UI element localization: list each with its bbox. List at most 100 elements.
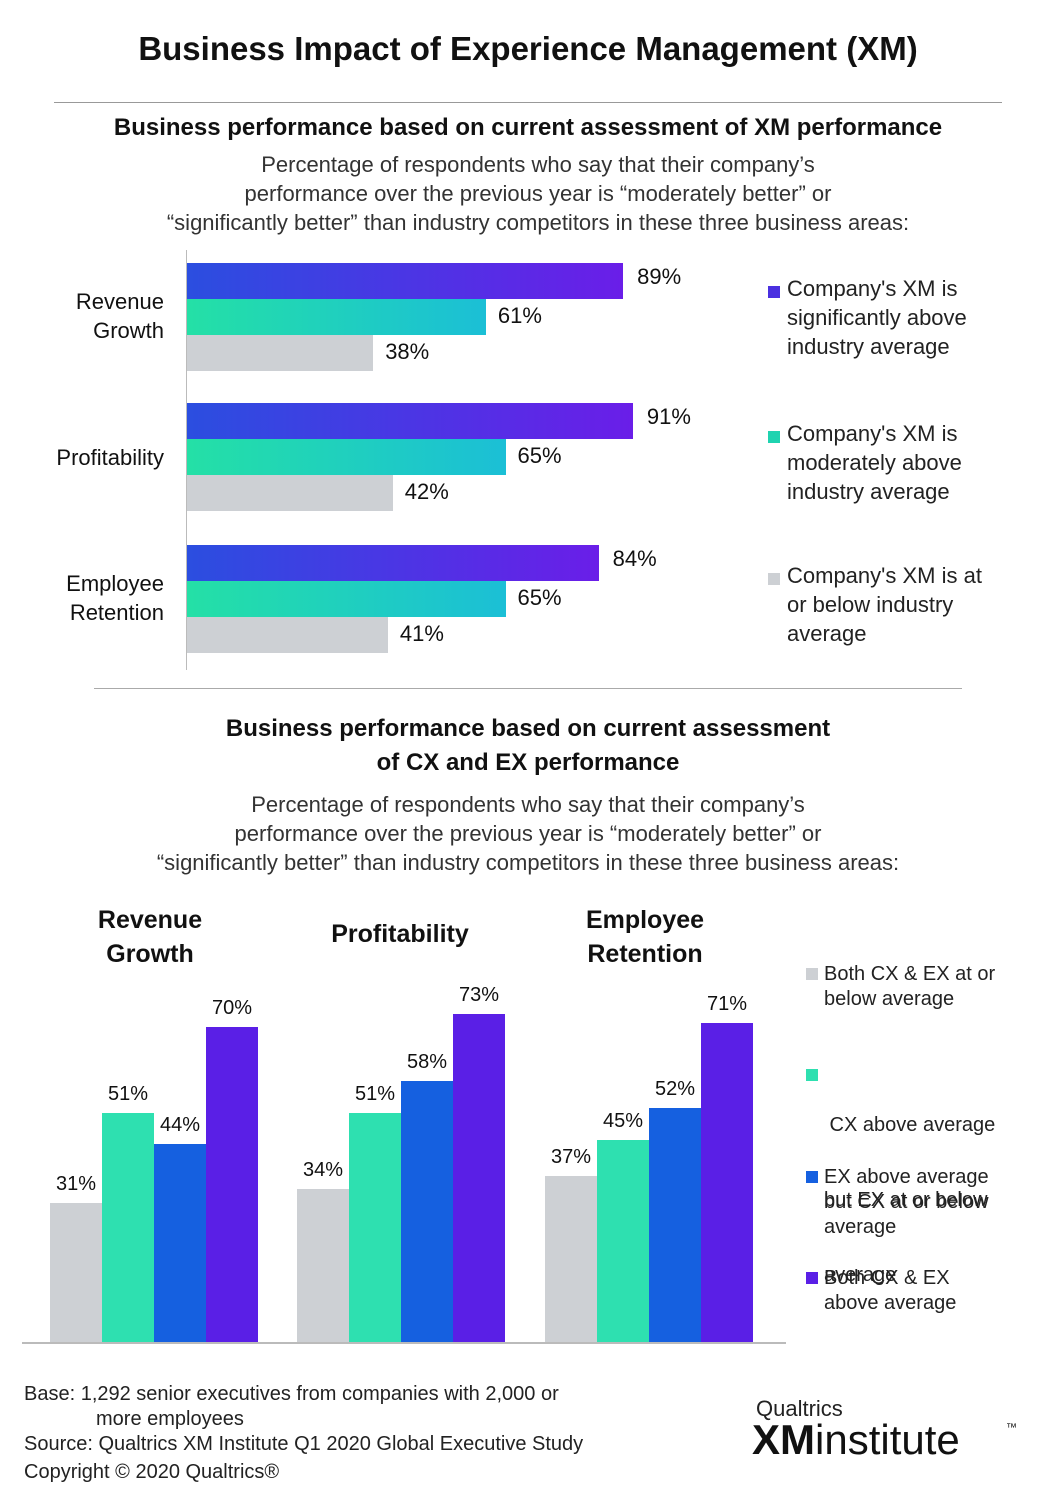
legend-line: average <box>787 621 867 646</box>
logo-top-text: Qualtrics <box>756 1396 843 1421</box>
category-line: Retention <box>69 600 164 625</box>
legend-line: below average <box>824 988 955 1010</box>
logo-wordmark: XMinstitute <box>752 1416 960 1464</box>
vbar-value-label: 44% <box>159 1114 201 1136</box>
category-line: Revenue <box>75 289 164 314</box>
group-title-line: Profitability <box>331 920 469 948</box>
category-line: Employee <box>66 571 164 596</box>
legend-line: but EX at or below <box>824 1189 988 1211</box>
legend-line: EX above average <box>824 1166 989 1188</box>
vbar <box>102 1112 154 1342</box>
title-line: of CX and EX performance <box>376 749 680 776</box>
vbar-value-label: 71% <box>706 992 748 1015</box>
legend-line: average <box>824 1216 897 1238</box>
hbar-value-label: 61% <box>497 303 542 328</box>
hbar <box>187 475 393 511</box>
section2-subtitle: Percentage of respondents who say that t… <box>0 790 1056 877</box>
section2-title: Business performance based on current as… <box>0 712 1056 780</box>
vbar-value-label: 52% <box>654 1078 696 1100</box>
vbar <box>701 1022 753 1342</box>
hbar-value-label: 84% <box>612 546 657 571</box>
vbar-value-label: 70% <box>211 997 253 1019</box>
legend-line: or below industry <box>787 592 954 617</box>
hbar-value-label: 65% <box>517 585 562 610</box>
hbar <box>187 439 506 475</box>
hbar <box>187 263 624 299</box>
section1-title: Business performance based on current as… <box>113 114 943 141</box>
vbar <box>297 1189 349 1342</box>
legend-line: Company's XM is <box>787 421 958 446</box>
vbar <box>597 1139 649 1342</box>
hbar-axis <box>186 250 187 670</box>
legend-swatch <box>806 968 818 980</box>
vbar <box>206 1027 258 1342</box>
subtitle-line: performance over the previous year is “m… <box>244 181 832 206</box>
vbar <box>649 1108 701 1342</box>
title-line: Business performance based on current as… <box>225 715 831 742</box>
legend-line: Both CX & EX at or <box>824 963 996 985</box>
legend-line: Company's XM is at <box>787 563 982 588</box>
legend-swatch <box>806 1272 818 1284</box>
footer-copyright: Copyright © 2020 Qualtrics® <box>24 1461 280 1483</box>
hbar-category-label: Profitability <box>0 443 164 472</box>
vbar <box>545 1175 597 1342</box>
vbar-value-label: 45% <box>602 1109 644 1132</box>
legend-line: industry average <box>787 479 950 504</box>
vbar-value-label: 51% <box>354 1082 396 1105</box>
title-divider <box>54 102 1002 103</box>
legend-line: industry average <box>787 334 950 359</box>
legend-line: above average <box>824 1292 957 1314</box>
vbar-value-label: 31% <box>55 1172 97 1195</box>
legend-line: average <box>824 1264 897 1286</box>
category-line: Profitability <box>56 445 164 470</box>
legend-swatch <box>806 1171 818 1183</box>
legend-line: significantly above <box>787 305 967 330</box>
vbar <box>154 1144 206 1342</box>
vbar-baseline <box>22 1342 786 1344</box>
hbar-category-label: Employee Retention <box>0 569 164 627</box>
hbar <box>187 299 486 335</box>
hbar-value-label: 42% <box>404 479 449 504</box>
hbar-value-label: 91% <box>646 404 691 429</box>
logo-word: institute <box>815 1416 960 1463</box>
hbar <box>187 335 374 371</box>
hbar <box>187 545 599 581</box>
vbar <box>50 1202 102 1342</box>
logo-xm: XM <box>752 1416 815 1463</box>
group-title-line: Employee <box>585 906 705 934</box>
group-title-line: Retention <box>587 940 703 968</box>
vbar-value-label: 34% <box>302 1159 344 1181</box>
group-title: Employee Retention <box>545 903 745 971</box>
hbar <box>187 617 388 653</box>
legend-line: Both CX & EX <box>824 1267 950 1289</box>
footer-base: Base: 1,292 senior executives from compa… <box>24 1383 559 1405</box>
group-title-line: Revenue <box>97 906 203 934</box>
subtitle-line: performance over the previous year is “m… <box>234 821 822 846</box>
hbar-value-label: 65% <box>517 443 562 468</box>
logo-tm: ™ <box>1006 1422 1017 1434</box>
vbar-value-label: 51% <box>107 1082 149 1105</box>
legend-swatch <box>768 431 780 443</box>
legend-line: moderately above <box>787 450 962 475</box>
section1-subtitle: Percentage of respondents who say that t… <box>0 150 1056 237</box>
hbar <box>187 581 506 617</box>
hbar-value-label: 41% <box>399 621 444 646</box>
subtitle-line: “significantly better” than industry com… <box>166 210 910 235</box>
legend-line: but CX at or below <box>824 1191 989 1213</box>
subtitle-line: Percentage of respondents who say that t… <box>261 152 815 177</box>
vbar-value-label: 58% <box>406 1051 448 1073</box>
hbar-category-label: Revenue Growth <box>0 287 164 345</box>
legend-line: CX above average <box>824 1114 996 1136</box>
vbar <box>401 1081 453 1342</box>
qualtrics-xm-institute-logo: Qualtrics XMinstitute ™ <box>752 1396 1042 1476</box>
footer-source: Source: Qualtrics XM Institute Q1 2020 G… <box>24 1433 584 1455</box>
footer-base-cont: more employees <box>96 1408 244 1430</box>
vbar-value-label: 37% <box>550 1145 592 1168</box>
group-title-line: Growth <box>106 940 194 968</box>
vbar <box>453 1013 505 1342</box>
hbar-value-label: 38% <box>385 339 430 364</box>
subtitle-line: “significantly better” than industry com… <box>156 850 900 875</box>
category-line: Growth <box>93 318 164 343</box>
section-divider <box>94 688 962 689</box>
vbar-value-label: 73% <box>458 983 500 1006</box>
